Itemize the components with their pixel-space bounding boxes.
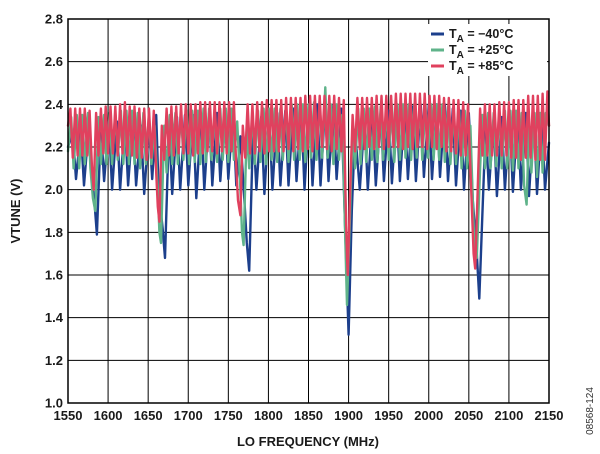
x-tick-label: 2100 (494, 408, 523, 423)
x-axis-label: LO FREQUENCY (MHz) (237, 434, 379, 449)
tick-labels: 1550 1600 1650 1700 1750 1800 1850 1900 1950 2000… (45, 12, 564, 424)
legend-label-1: TA = −40°C (449, 27, 513, 45)
series-line-3 (66, 90, 551, 277)
x-tick-label: 1650 (134, 408, 163, 423)
x-tick-label: 2000 (414, 408, 443, 423)
x-tick-label: 1950 (374, 408, 403, 423)
y-tick-label: 1.4 (45, 310, 64, 325)
series-layer (66, 86, 551, 336)
x-tick-label: 1750 (214, 408, 243, 423)
y-tick-label: 2.8 (45, 12, 63, 27)
y-tick-label: 2.4 (45, 97, 64, 112)
y-tick-label: 2.0 (45, 182, 63, 197)
legend: TA = −40°CTA = +25°CTA = +85°C (428, 24, 547, 77)
y-tick-label: 1.0 (45, 396, 63, 411)
y-axis-label: VTUNE (V) (8, 179, 23, 244)
y-tick-label: 1.2 (45, 353, 63, 368)
y-tick-label: 1.6 (45, 268, 63, 283)
x-tick-label: 1550 (54, 408, 83, 423)
legend-background (428, 24, 547, 76)
legend-label-3: TA = +85°C (449, 59, 513, 77)
legend-label-2: TA = +25°C (449, 43, 513, 61)
x-tick-label: 1850 (294, 408, 323, 423)
y-tick-label: 2.2 (45, 140, 63, 155)
figure-id: 08568-124 (585, 387, 596, 435)
x-tick-label: 1800 (254, 408, 283, 423)
x-tick-label: 1900 (334, 408, 363, 423)
x-tick-label: 1600 (94, 408, 123, 423)
x-tick-label: 2150 (535, 408, 564, 423)
y-tick-label: 1.8 (45, 225, 63, 240)
y-tick-label: 2.6 (45, 54, 63, 69)
x-tick-label: 2050 (454, 408, 483, 423)
x-tick-label: 1700 (174, 408, 203, 423)
plot-frame (67, 18, 550, 404)
